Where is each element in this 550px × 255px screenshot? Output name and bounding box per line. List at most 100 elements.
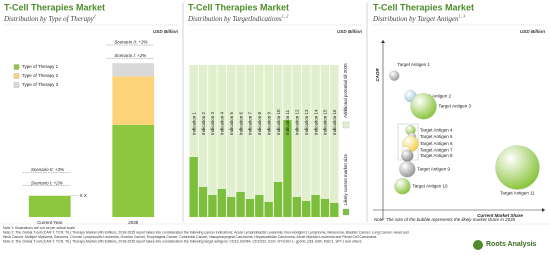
bar-segment (189, 157, 198, 217)
bubble (394, 178, 411, 195)
bubble-label: Target Antigen 2 (419, 93, 452, 98)
bar-segment (112, 63, 155, 77)
footnote: Note 1: Illustrations are not as per act… (3, 226, 75, 230)
x-axis-label: Current Market Share (477, 213, 523, 218)
units-label: USD Billion (337, 29, 362, 34)
bar-segment (198, 65, 208, 187)
bar-segment (245, 199, 255, 217)
legend-label: Likely current market size (343, 153, 348, 205)
x-tick-label: Indication 1 (191, 111, 196, 135)
legend-swatch (13, 73, 20, 79)
panel-title: T-Cell Therapies Market (4, 2, 105, 12)
x-tick-label: Indication 15 (323, 109, 328, 135)
bar-segment (292, 197, 302, 217)
subtitle-text: Distribution by Type of Therapy (3, 15, 95, 23)
bar-segment (273, 65, 283, 182)
scenario-label: Scenario II: +3% (31, 167, 64, 172)
panel-title: T-Cell Therapies Market (188, 2, 289, 12)
bar-segment (301, 65, 311, 201)
x-tick-label: Current Year (37, 220, 63, 225)
footnote: Neck Cancer, Multiple Myeloma, Sarcoma, … (3, 235, 376, 239)
bar-segment (301, 201, 311, 217)
bubble-label: Target Antigen 5 (420, 134, 453, 139)
bar-segment (311, 65, 320, 195)
bar-segment (320, 65, 330, 199)
bar-segment (283, 120, 292, 217)
bar-segment (330, 203, 339, 217)
bar-segment (198, 187, 208, 217)
units-label: USD Billion (520, 29, 545, 34)
x-tick-label: Indication 16 (332, 109, 337, 135)
bar-segment (208, 195, 217, 217)
bubble (389, 70, 400, 81)
bar-segment (217, 65, 227, 189)
x-tick-label: Indication 5 (229, 111, 234, 135)
bubble-label: Target Antigen 4 (420, 127, 453, 132)
subtitle-text: Distribution by TargetIndications (187, 15, 282, 23)
x-tick-label: Indication 2 (201, 111, 206, 135)
scenario-label: Scenario I: +2% (114, 53, 146, 58)
x-tick-label: Indication 14 (313, 109, 318, 135)
bubble-label: Target Antigen 6 (420, 141, 453, 146)
bubble-label: Target Antigen 8 (420, 153, 453, 158)
x-tick-label: Indication 3 (210, 111, 215, 135)
bubble-label: Target Antigen 3 (439, 103, 472, 108)
bubble-label: Target Antigen 7 (420, 148, 453, 153)
bubble-label: Target Antigen 9 (417, 166, 450, 171)
bar-segment (311, 195, 320, 217)
x-tick-label: Indication 8 (257, 111, 262, 135)
panel-subtitle: Distribution by TargetIndications1, 2 (187, 14, 289, 23)
logo-icon (473, 240, 483, 250)
bar-segment (112, 76, 155, 125)
bar-segment (189, 65, 198, 157)
scenario-label: Scenario I: +2% (31, 180, 63, 185)
bar-segment (28, 195, 71, 217)
bar-segment (264, 202, 273, 217)
bubble (410, 93, 437, 120)
subtitle-note-ref: 1, 2 (282, 14, 290, 20)
legend-label: Additional potential till 2035 (343, 63, 348, 118)
bar-segment (236, 192, 245, 217)
legend-label: Type of Therapy 3 (22, 82, 59, 87)
legend-label: Type of Therapy 2 (22, 73, 59, 78)
bar-segment (226, 65, 236, 197)
bar-segment (320, 199, 330, 217)
panel-subtitle: Distribution by Type of Therapy1 (3, 14, 96, 23)
bubble (399, 161, 416, 178)
bar-segment (283, 65, 292, 120)
legend-swatch (342, 208, 350, 216)
subtitle-note-ref: 1 (94, 14, 96, 19)
subtitle-note-ref: 1, 3 (459, 14, 467, 20)
bubble-label: Target Antigen 1 (397, 62, 430, 67)
bar-segment (273, 182, 283, 217)
x-tick-label: Indication 9 (266, 111, 271, 135)
x-tick-label: Indication 6 (238, 111, 243, 135)
bar-segment (255, 65, 264, 195)
x-tick-label: Indication 7 (248, 111, 253, 135)
x-tick-label: Indication 4 (220, 111, 225, 135)
x-tick-label: 2035 (128, 220, 139, 225)
chart-note: Note: The size of the bubble represents … (374, 217, 516, 222)
panel-title: T-Cell Therapies Market (373, 2, 474, 12)
bar-segment (226, 197, 236, 217)
bubble (495, 145, 540, 190)
panel-subtitle: Distribution by Target Antigen1, 3 (372, 14, 466, 23)
scenario-label: Scenario II: +3% (114, 40, 147, 45)
units-label: USD Billion (153, 29, 178, 34)
legend-swatch (342, 121, 350, 129)
logo: Roots Analysis (486, 241, 536, 248)
legend-swatch (13, 64, 20, 70)
bubble-label: Target Antigen 11 (500, 191, 535, 196)
bar-segment (255, 195, 264, 217)
footnote: Note 2: The Global T-cell (CAR-T, TCR, T… (3, 230, 409, 234)
legend-swatch (13, 82, 20, 88)
y-axis-label: CAGR (375, 68, 380, 82)
annotation: X.X (80, 193, 87, 198)
bar-segment (245, 65, 255, 199)
axis-arrow (542, 208, 545, 212)
bubble (401, 149, 414, 162)
x-tick-label: Indication 11 (285, 109, 290, 135)
bar-segment (264, 65, 273, 202)
bar-segment (236, 65, 245, 192)
